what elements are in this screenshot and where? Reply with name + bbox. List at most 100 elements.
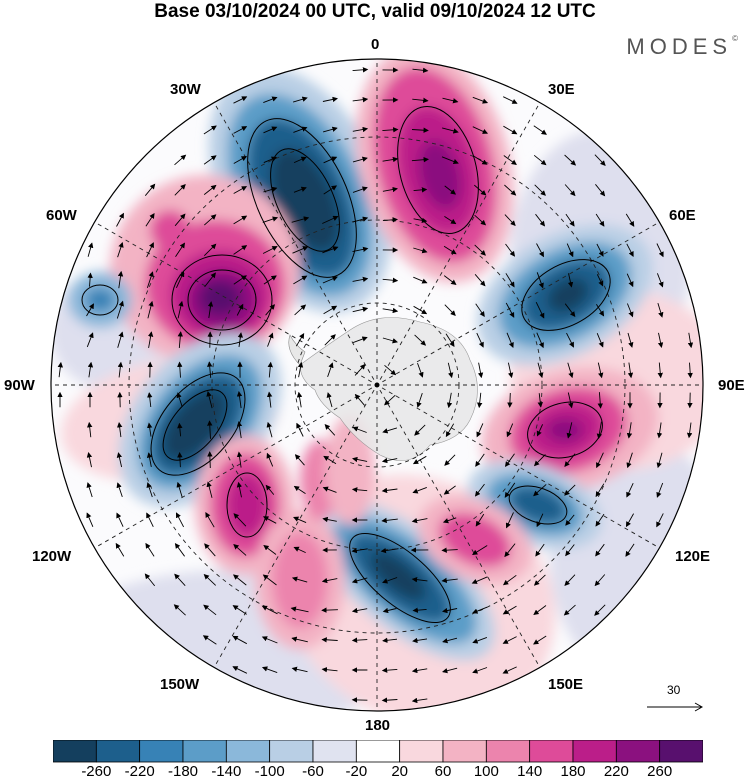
wind-arrow <box>536 243 544 258</box>
colorbar-ticks: -260 -220 -180 -140 -100 -60 -20 20 60 100 140 180 2… <box>0 763 750 783</box>
wind-arrow <box>293 156 307 164</box>
wind-arrow <box>507 362 514 379</box>
wind-arrow <box>174 184 186 196</box>
wind-arrow <box>594 604 606 616</box>
wind-arrow <box>564 303 576 318</box>
wind-arrow <box>291 216 310 223</box>
wind-arrow <box>176 392 183 408</box>
wind-arrow <box>266 421 273 438</box>
brand-logo: MODES© <box>626 34 738 59</box>
wind-arrow <box>57 361 64 378</box>
wind-arrow <box>535 213 546 227</box>
wind-arrow <box>384 364 397 376</box>
wind-arrow <box>625 213 635 227</box>
wind-arrow <box>533 484 547 497</box>
wind-arrow <box>321 607 338 613</box>
wind-arrow <box>87 361 94 378</box>
wind-arrow <box>533 154 547 166</box>
wind-arrow <box>475 453 485 467</box>
wind-arrow <box>477 362 484 379</box>
wind-arrow <box>565 544 575 557</box>
colorbar-tick-label: -220 <box>124 763 155 780</box>
wind-arrow <box>293 186 307 193</box>
wind-arrow <box>442 97 459 104</box>
wind-arrow <box>263 516 277 524</box>
wind-arrow <box>567 392 574 409</box>
wind-arrow <box>444 185 457 195</box>
wind-arrow <box>292 246 309 254</box>
label-120e: 120E <box>675 548 711 565</box>
wind-arrow <box>321 577 338 584</box>
wind-arrow <box>596 243 604 257</box>
wind-arrow <box>322 126 338 133</box>
wind-arrow <box>327 362 334 378</box>
wind-arrow <box>236 391 243 409</box>
wind-arrow <box>263 275 277 285</box>
wind-arrow <box>506 332 514 349</box>
vector-scale-value: 30 <box>667 683 681 697</box>
wind-arrow <box>566 243 574 258</box>
wind-arrow <box>146 271 154 289</box>
wind-arrow <box>536 513 544 528</box>
wind-arrow <box>265 304 275 316</box>
wind-arrow <box>381 517 398 524</box>
map-title: Base 03/10/2024 00 UTC, valid 09/10/2024… <box>154 1 596 22</box>
colorbar-swatch <box>53 740 97 763</box>
wind-arrow <box>86 332 94 348</box>
wind-arrow <box>441 577 458 584</box>
wind-arrow <box>232 605 247 615</box>
wind-arrow <box>87 421 93 438</box>
wind-arrow <box>236 421 243 439</box>
wind-arrow <box>263 544 277 555</box>
wind-arrow <box>207 420 213 439</box>
wind-arrow <box>537 362 544 379</box>
wind-arrow <box>116 512 124 527</box>
wind-arrow <box>566 422 573 439</box>
colorbar-swatch <box>269 740 314 763</box>
wind-arrow <box>352 67 369 73</box>
wind-arrow <box>266 391 273 408</box>
wind-arrow <box>293 126 308 133</box>
label-180: 180 <box>365 717 391 734</box>
wind-arrow <box>656 452 663 469</box>
wind-arrow <box>145 212 155 227</box>
wind-arrow <box>413 305 428 315</box>
wind-arrow <box>413 217 428 224</box>
colorbar-tick-label: -20 <box>345 763 368 780</box>
wind-arrow <box>323 185 338 195</box>
wind-arrow <box>293 516 307 524</box>
wind-arrow <box>207 301 214 319</box>
wind-arrow <box>321 666 338 673</box>
wind-arrow <box>352 276 369 283</box>
wind-arrow <box>86 482 93 498</box>
wind-arrow <box>596 452 604 469</box>
anomaly-field <box>51 59 703 711</box>
wind-arrow <box>203 573 217 586</box>
wind-arrow <box>596 333 604 348</box>
wind-arrow <box>262 246 278 254</box>
wind-arrow <box>411 576 428 583</box>
wind-arrow <box>203 184 217 195</box>
wind-arrow <box>564 154 577 166</box>
colorbar-swatch <box>225 740 271 763</box>
wind-arrow <box>412 67 429 74</box>
wind-arrow <box>206 481 213 498</box>
wind-arrow <box>262 574 277 586</box>
wind-arrow <box>414 334 427 346</box>
wind-arrow <box>233 513 247 527</box>
wind-arrow <box>261 605 278 615</box>
wind-arrow <box>206 391 213 409</box>
wind-arrow <box>534 184 546 196</box>
colorbar-tick-label: 140 <box>517 763 543 780</box>
wind-arrow <box>203 214 217 226</box>
wind-arrow <box>472 545 488 555</box>
wind-arrow <box>233 544 247 556</box>
wind-arrow <box>413 187 428 193</box>
wind-arrow <box>322 96 338 103</box>
wind-arrow <box>502 605 517 615</box>
wind-arrow <box>263 186 278 193</box>
wind-arrow <box>656 273 664 288</box>
wind-arrow <box>537 393 543 408</box>
wind-arrow <box>442 607 458 614</box>
wind-arrow <box>322 246 339 254</box>
